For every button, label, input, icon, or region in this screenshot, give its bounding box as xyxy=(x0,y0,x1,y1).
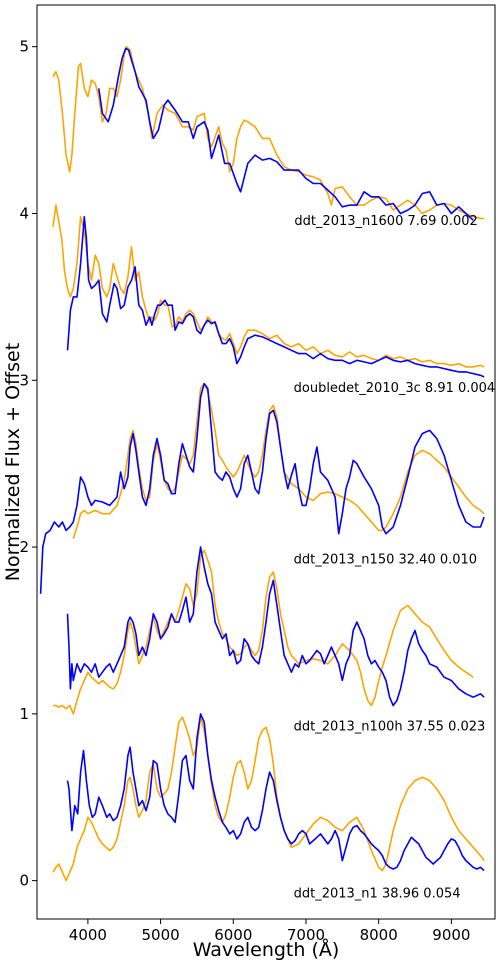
ticks-layer: 4000 5000 6000 7000 8000 9000 0 1 2 3 4 5 xyxy=(19,38,470,944)
x-axis-label: Wavelength (Å) xyxy=(193,938,340,961)
model-annotation-1: ddt_2013_n1600 7.69 0.002 xyxy=(294,214,477,229)
model-spectrum-line-3 xyxy=(72,382,485,539)
x-tick-label: 9000 xyxy=(432,926,470,944)
x-tick-label: 8000 xyxy=(360,926,398,944)
plot-frame xyxy=(36,4,496,920)
y-tick-label: 2 xyxy=(19,538,29,556)
observed-spectrum-line-3 xyxy=(39,382,485,594)
model-annotation-4: ddt_2013_n100h 37.55 0.023 xyxy=(294,720,486,735)
series-layer xyxy=(39,45,485,882)
x-tick-label: 5000 xyxy=(141,926,179,944)
y-tick-label: 3 xyxy=(19,371,29,389)
model-spectrum-line-5 xyxy=(52,716,485,882)
x-tick-label: 4000 xyxy=(69,926,107,944)
y-axis-label: Normalized Flux + Offset xyxy=(2,343,24,581)
observed-spectrum-line-1 xyxy=(98,47,474,221)
y-tick-label: 1 xyxy=(19,705,29,723)
x-tick-label: 6000 xyxy=(214,926,252,944)
model-annotation-2: doubledet_2010_3c 8.91 0.004 xyxy=(294,381,496,396)
observed-spectrum-line-5 xyxy=(66,713,485,872)
model-annotation-5: ddt_2013_n1 38.96 0.054 xyxy=(294,886,461,901)
y-tick-label: 0 xyxy=(19,872,29,890)
annotations-layer: ddt_2013_n1600 7.69 0.002 doubledet_2010_… xyxy=(294,214,496,901)
model-spectrum-line-4 xyxy=(53,549,474,715)
x-tick-label: 7000 xyxy=(287,926,325,944)
y-tick-label: 4 xyxy=(19,204,29,222)
model-annotation-3: ddt_2013_n150 32.40 0.010 xyxy=(294,553,477,568)
observed-spectrum-line-2 xyxy=(66,216,485,378)
observed-spectrum-line-4 xyxy=(66,546,485,707)
y-tick-label: 5 xyxy=(19,38,29,56)
